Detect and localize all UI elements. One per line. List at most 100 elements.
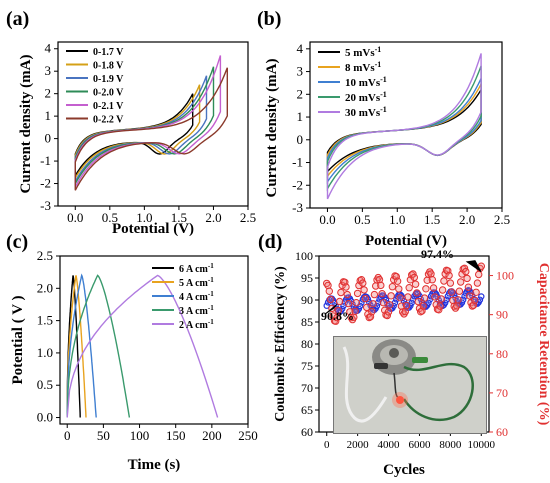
panel-a-y-tick-label: 3 — [45, 63, 52, 78]
panel-d-y2-tick-label: 80 — [496, 347, 508, 361]
panel-b: (b) 0.0 0.5 1.0 1.5 2.0 2.5 -3 -2 -1 0 1 2 3 4 5 mVs-… — [257, 8, 510, 249]
panel-d-retention-point — [378, 290, 386, 298]
panel-d-x-tick-label: 8000 — [439, 439, 462, 451]
panel-d-retention-point — [466, 292, 474, 300]
panel-d-retention-point — [384, 308, 393, 316]
panel-b-ticks: 0.0 0.5 1.0 1.5 2.0 2.5 -3 -2 -1 0 1 2 3 4 — [292, 41, 510, 227]
panel-b-legend-label: 10 mVs-1 — [345, 75, 387, 89]
panel-d-retention-point — [370, 290, 379, 299]
panel-d-retention-point — [436, 302, 444, 310]
panel-b-legend: 5 mVs-18 mVs-110 mVs-120 mVs-130 mVs-1 — [318, 45, 387, 119]
panel-d-retention-point — [472, 288, 480, 296]
panel-c-x-tick-label: 0 — [64, 428, 71, 443]
panel-b-x-axis-label: Potential (V) — [365, 233, 447, 249]
panel-d-retention-point — [359, 279, 367, 287]
panel-a-y-tick-label: 2 — [45, 86, 52, 101]
panel-b-y-axis-label: Current density (mA) — [264, 59, 280, 198]
panel-a-cv-curve — [74, 67, 228, 191]
panel-d-ce-point — [461, 293, 468, 300]
panel-a-legend-label: 0-2.2 V — [93, 115, 124, 126]
panel-c-legend: 6 A cm-15 A cm-14 A cm-13 A cm-12 A cm-1 — [152, 262, 214, 331]
panel-b-x-tick-label: 0.0 — [319, 212, 335, 227]
panel-a-x-tick-label: 1.0 — [136, 210, 152, 225]
panel-d-retention-point — [462, 267, 470, 276]
panel-d-retention-point — [437, 295, 445, 303]
panel-a-x-tick-label: 1.5 — [171, 210, 187, 225]
panel-d-ce-point — [339, 305, 346, 313]
panel-b-y-tick-label: 2 — [297, 86, 304, 101]
panel-c-y-tick-label: 1.0 — [37, 345, 53, 360]
panel-b-x-tick-label: 1.5 — [424, 212, 440, 227]
panel-d-retention-point — [411, 280, 420, 288]
panel-d-y2-tick-label: 60 — [496, 425, 508, 439]
panel-d-retention-point — [363, 303, 371, 312]
panel-d-ticks: 0 2000 4000 6000 8000 10000606570758085909510… — [295, 249, 514, 451]
panel-c-y-tick-label: 0.5 — [37, 377, 53, 392]
panel-d-retention-point — [431, 293, 439, 301]
panel-c-legend-label: 3 A cm-1 — [179, 304, 214, 317]
panel-b-cv-curve — [326, 53, 482, 200]
panel-d-ce-point — [478, 293, 485, 300]
panel-b-plot-frame — [309, 41, 503, 209]
panel-d-ce-point — [425, 299, 432, 306]
panel-d-retention-point — [377, 281, 385, 290]
panel-d-y-tick-label: 70 — [301, 381, 313, 395]
panel-d-ce-point — [476, 296, 484, 303]
panel-c: (c) 0 50 100 150 200 250 0.0 0.5 1.0 1.5 2.0 2.5 6 … — [6, 231, 258, 473]
panel-a-y-tick-label: 1 — [45, 108, 52, 123]
panel-d-ce-point — [452, 294, 459, 302]
green-wire — [402, 362, 474, 422]
panel-a-y-tick-label: 4 — [45, 41, 52, 56]
panel-c-y-tick-label: 0.0 — [37, 410, 53, 425]
panel-d-annotation-ce: 90.8% — [321, 309, 354, 323]
panel-a-legend-label: 0-1.9 V — [93, 74, 124, 85]
panel-d-retention-point — [325, 287, 333, 295]
panel-d-series — [323, 262, 485, 325]
panel-d-ce-point — [443, 296, 450, 303]
panel-d-y-tick-label: 100 — [295, 249, 313, 263]
panel-a-legend: 0-1.7 V 0-1.8 V 0-1.9 V 0-2.0 V 0-2.1 V 0-2.2… — [66, 47, 124, 126]
panel-c-gcd-curve — [66, 274, 219, 418]
panel-d-x-tick-label: 10000 — [468, 439, 496, 451]
panel-d-retention-point — [473, 279, 482, 287]
panel-d-retention-point — [360, 286, 368, 294]
panel-c-gcd-curve — [66, 273, 97, 418]
panel-c-y-tick-label: 2.5 — [37, 248, 53, 263]
panel-d-retention-point — [475, 270, 483, 279]
panel-d-ce-point — [460, 296, 467, 303]
panel-c-x-axis-label: Time (s) — [128, 457, 181, 473]
panel-a-label: (a) — [6, 8, 29, 30]
panel-d-retention-point — [393, 277, 402, 285]
panel-b-x-tick-label: 2.0 — [459, 212, 475, 227]
panel-d-x-tick-label: 4000 — [378, 439, 401, 451]
panel-c-y-axis-label: Potential ( V ) — [10, 295, 26, 384]
panel-d-retention-point — [368, 308, 376, 316]
panel-a-y-axis-label: Current density (mA) — [18, 55, 34, 194]
panel-c-legend-label: 4 A cm-1 — [179, 290, 214, 303]
panel-c-x-tick-label: 250 — [238, 428, 258, 443]
panel-d-retention-point — [404, 293, 412, 301]
panel-d-y-tick-label: 80 — [301, 337, 313, 351]
panel-b-y-tick-label: 0 — [297, 132, 304, 147]
panel-d-y-tick-label: 65 — [301, 403, 313, 417]
panel-b-y-tick-label: 1 — [297, 109, 304, 124]
panel-d-retention-point — [334, 306, 342, 315]
panel-d-retention-point — [351, 307, 359, 315]
device-photo-drawing — [334, 337, 486, 433]
panel-c-gcd-curve — [66, 275, 81, 418]
panel-a-y-tick-label: -3 — [40, 198, 51, 213]
panel-d-retention-point — [419, 302, 427, 310]
led-lit — [396, 396, 404, 404]
panel-d-x-tick-label: 6000 — [408, 439, 431, 451]
panel-c-y-tick-label: 1.5 — [37, 313, 53, 328]
panel-d-retention-point — [438, 286, 447, 294]
panel-d-retention-point — [463, 274, 471, 283]
panel-d-retention-point — [405, 284, 413, 292]
panel-d-retention-point — [453, 302, 461, 310]
panel-d-retention-point — [446, 279, 455, 287]
panel-a: (a) 0.0 0.5 1.0 1.5 2.0 2.5 -3 -2 -1 0 1 2 3 4 0-1.7 … — [6, 8, 256, 237]
panel-d-retention-point — [353, 289, 362, 298]
panel-b-x-tick-label: 1.0 — [389, 212, 405, 227]
panel-b-x-tick-label: 2.5 — [494, 212, 510, 227]
panel-d-retention-point — [343, 290, 351, 299]
